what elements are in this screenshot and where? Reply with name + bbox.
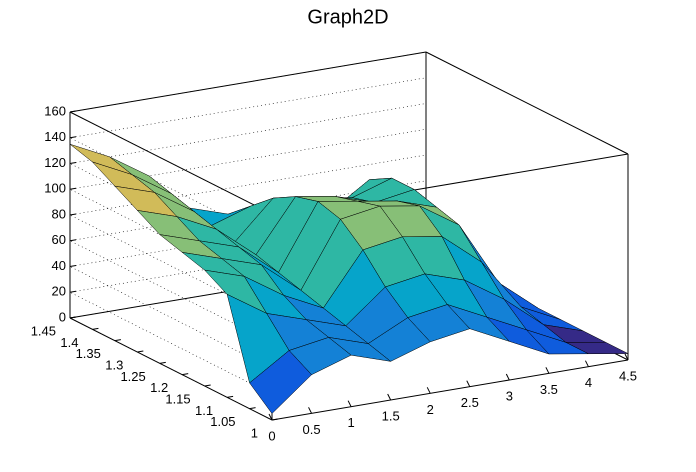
x-tick	[426, 387, 431, 394]
x-tick-label: 1.5	[382, 408, 400, 423]
x-tick-label: 0.5	[303, 422, 321, 437]
x-tick-label: 3	[506, 388, 513, 403]
y-tick	[137, 350, 144, 353]
x-axis	[271, 359, 629, 421]
z-tick	[69, 162, 77, 164]
x-tick	[308, 407, 313, 414]
y-tick-label: 1.25	[120, 369, 145, 384]
z-tick	[69, 239, 77, 242]
z-tick	[69, 213, 77, 216]
y-tick	[114, 339, 121, 342]
z-tick	[69, 290, 77, 293]
y-tick	[227, 395, 234, 398]
z-tick-label: 160	[44, 103, 66, 118]
x-tick-label: 0	[268, 428, 275, 443]
x-tick	[545, 367, 550, 374]
x-tick	[347, 400, 352, 407]
z-tick	[69, 136, 77, 139]
box-edge	[69, 111, 273, 215]
z-tick-label: 20	[52, 284, 66, 299]
y-tick	[92, 327, 99, 330]
x-tick-label: 1	[347, 415, 354, 430]
x-tick	[505, 373, 510, 381]
box-edge	[69, 51, 427, 113]
x-tick-label: 3.5	[540, 382, 558, 397]
z-tick-label: 140	[44, 129, 66, 144]
chart-title: Graph2D	[307, 6, 388, 28]
box-edge	[425, 51, 629, 155]
y-tick-label: 1.3	[105, 357, 123, 372]
z-tick-label: 120	[44, 155, 66, 170]
x-tick-label: 2	[427, 402, 434, 417]
x-tick-label: 4.5	[619, 368, 637, 383]
x-tick	[387, 393, 392, 401]
y-tick	[159, 361, 166, 364]
y-tick-label: 1.05	[210, 414, 235, 429]
y-tick	[69, 316, 77, 319]
z-tick-label: 100	[44, 181, 66, 196]
z-tick-label: 40	[52, 258, 66, 273]
y-axis	[69, 317, 273, 421]
x-tick	[624, 353, 629, 361]
z-tick-label: 0	[59, 309, 66, 324]
surface-cell	[249, 350, 312, 414]
y-tick-label: 1.15	[165, 391, 190, 406]
y-tick	[271, 418, 279, 421]
x-tick	[268, 413, 273, 421]
z-tick	[69, 265, 77, 267]
y-tick	[204, 384, 211, 387]
y-tick-label: 1.35	[76, 346, 101, 361]
y-tick-label: 1	[251, 425, 258, 440]
z-tick	[69, 187, 77, 190]
x-tick-label: 2.5	[461, 395, 479, 410]
z-tick-label: 60	[52, 232, 66, 247]
x-tick	[584, 360, 589, 367]
y-tick-label: 1.4	[60, 335, 78, 350]
y-tick	[249, 407, 256, 410]
y-tick-label: 1.1	[195, 403, 213, 418]
y-tick	[182, 373, 189, 376]
x-tick-label: 4	[585, 375, 592, 390]
x-tick	[466, 380, 471, 387]
y-tick-label: 1.45	[31, 323, 56, 338]
z-tick	[69, 110, 77, 113]
z-tick-label: 80	[52, 206, 66, 221]
y-tick-label: 1.2	[150, 380, 168, 395]
